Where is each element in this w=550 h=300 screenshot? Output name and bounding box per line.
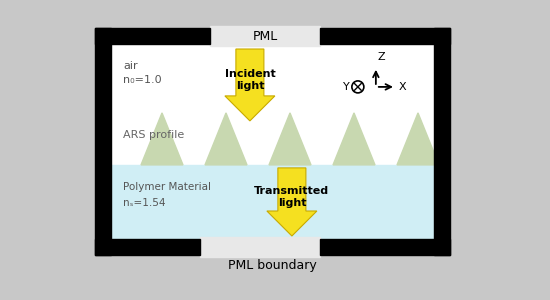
Text: ARS profile: ARS profile <box>123 130 184 140</box>
Text: Y: Y <box>343 82 350 92</box>
Text: Transmitted
light: Transmitted light <box>254 186 329 208</box>
Circle shape <box>352 81 364 93</box>
Polygon shape <box>397 113 439 165</box>
Bar <box>200 237 320 257</box>
Text: PML boundary: PML boundary <box>228 260 317 272</box>
Text: nₛ=1.54: nₛ=1.54 <box>123 198 166 208</box>
Text: n₀=1.0: n₀=1.0 <box>123 75 162 85</box>
Text: Incident
light: Incident light <box>224 69 275 91</box>
Text: Z: Z <box>378 52 386 62</box>
Text: air: air <box>123 61 138 71</box>
Text: Polymer Material: Polymer Material <box>123 182 211 192</box>
Bar <box>95 28 210 44</box>
Bar <box>320 239 450 255</box>
Polygon shape <box>141 113 183 165</box>
Bar <box>95 28 111 255</box>
Bar <box>111 44 434 239</box>
Polygon shape <box>225 49 275 121</box>
Text: PML: PML <box>252 29 278 43</box>
Bar <box>434 28 450 255</box>
Bar <box>210 26 320 46</box>
Polygon shape <box>333 113 375 165</box>
Bar <box>95 239 200 255</box>
Polygon shape <box>267 168 317 236</box>
Bar <box>320 28 450 44</box>
Bar <box>111 165 434 239</box>
Polygon shape <box>269 113 311 165</box>
Text: X: X <box>399 82 406 92</box>
Polygon shape <box>205 113 247 165</box>
